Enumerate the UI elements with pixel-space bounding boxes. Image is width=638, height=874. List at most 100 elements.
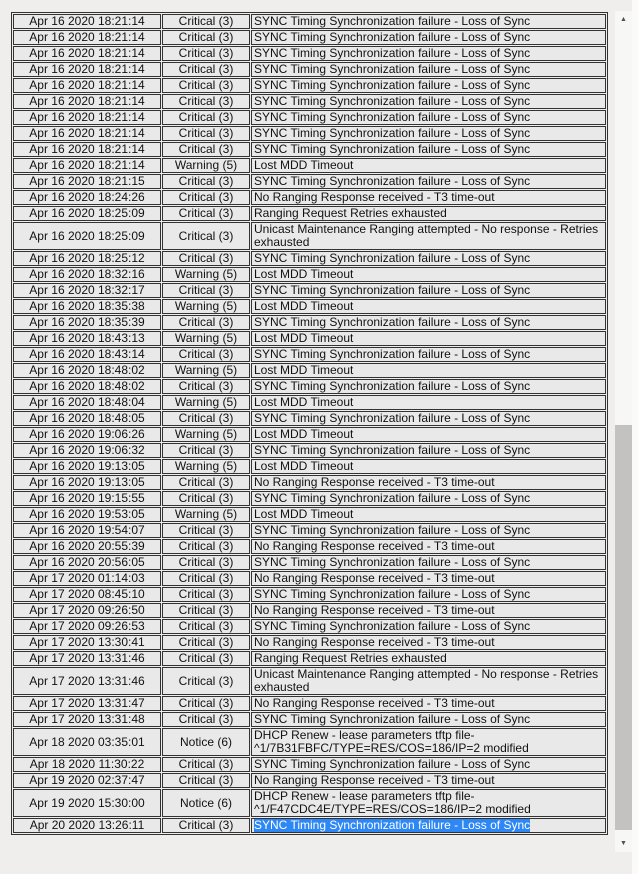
event-time-cell: Apr 16 2020 18:21:14 (13, 126, 161, 141)
event-description-cell: No Ranging Response received - T3 time-o… (251, 190, 606, 205)
event-description-cell: SYNC Timing Synchronization failure - Lo… (251, 62, 606, 77)
event-description-cell: Lost MDD Timeout (251, 158, 606, 173)
event-time-cell: Apr 16 2020 18:21:14 (13, 14, 161, 29)
event-description-cell: No Ranging Response received - T3 time-o… (251, 475, 606, 490)
event-time-cell: Apr 16 2020 18:43:13 (13, 331, 161, 346)
scrollbar-down-button[interactable]: ▼ (615, 835, 632, 852)
event-priority-cell: Critical (3) (162, 818, 250, 833)
event-time-cell: Apr 16 2020 18:25:12 (13, 251, 161, 266)
event-time-cell: Apr 17 2020 13:30:41 (13, 635, 161, 650)
event-time-cell: Apr 16 2020 19:06:26 (13, 427, 161, 442)
event-priority-cell: Critical (3) (162, 443, 250, 458)
event-description-cell: Lost MDD Timeout (251, 299, 606, 314)
event-description-cell: Lost MDD Timeout (251, 267, 606, 282)
event-time-cell: Apr 19 2020 02:37:47 (13, 773, 161, 788)
event-description-cell: SYNC Timing Synchronization failure - Lo… (251, 251, 606, 266)
event-description-cell: Lost MDD Timeout (251, 331, 606, 346)
event-priority-cell: Critical (3) (162, 523, 250, 538)
event-time-cell: Apr 16 2020 18:43:14 (13, 347, 161, 362)
event-description-cell: SYNC Timing Synchronization failure - Lo… (251, 283, 606, 298)
event-time-cell: Apr 16 2020 18:24:26 (13, 190, 161, 205)
event-priority-cell: Critical (3) (162, 142, 250, 157)
page-right-margin (632, 0, 638, 874)
table-row: Apr 16 2020 18:48:02 Warning (5) Lost MD… (13, 363, 606, 378)
event-time-cell: Apr 17 2020 13:31:46 (13, 651, 161, 666)
table-row: Apr 16 2020 18:43:14 Critical (3) SYNC T… (13, 347, 606, 362)
table-row: Apr 16 2020 18:21:14 Critical (3) SYNC T… (13, 30, 606, 45)
event-priority-cell: Critical (3) (162, 222, 250, 250)
table-row: Apr 17 2020 13:31:46 Critical (3) Rangin… (13, 651, 606, 666)
event-priority-cell: Warning (5) (162, 299, 250, 314)
table-row: Apr 19 2020 02:37:47 Critical (3) No Ran… (13, 773, 606, 788)
event-time-cell: Apr 17 2020 13:31:46 (13, 667, 161, 695)
event-description-cell: SYNC Timing Synchronization failure - Lo… (251, 818, 606, 833)
table-row: Apr 16 2020 18:48:04 Warning (5) Lost MD… (13, 395, 606, 410)
event-description-cell: No Ranging Response received - T3 time-o… (251, 571, 606, 586)
event-description-cell: Lost MDD Timeout (251, 459, 606, 474)
event-description-cell: SYNC Timing Synchronization failure - Lo… (251, 94, 606, 109)
event-time-cell: Apr 16 2020 20:55:39 (13, 539, 161, 554)
event-description-cell: SYNC Timing Synchronization failure - Lo… (251, 78, 606, 93)
event-time-cell: Apr 18 2020 03:35:01 (13, 728, 161, 756)
event-time-cell: Apr 16 2020 18:32:17 (13, 283, 161, 298)
event-description-cell: SYNC Timing Synchronization failure - Lo… (251, 315, 606, 330)
event-priority-cell: Critical (3) (162, 603, 250, 618)
event-description-cell: SYNC Timing Synchronization failure - Lo… (251, 411, 606, 426)
table-row: Apr 16 2020 18:21:14 Critical (3) SYNC T… (13, 126, 606, 141)
event-time-cell: Apr 17 2020 13:31:47 (13, 696, 161, 711)
event-time-cell: Apr 16 2020 18:25:09 (13, 206, 161, 221)
event-priority-cell: Critical (3) (162, 773, 250, 788)
event-priority-cell: Critical (3) (162, 347, 250, 362)
event-time-cell: Apr 17 2020 13:31:48 (13, 712, 161, 727)
event-priority-cell: Critical (3) (162, 206, 250, 221)
event-priority-cell: Critical (3) (162, 251, 250, 266)
event-description-cell: SYNC Timing Synchronization failure - Lo… (251, 555, 606, 570)
event-description-cell: SYNC Timing Synchronization failure - Lo… (251, 712, 606, 727)
event-time-cell: Apr 16 2020 18:21:14 (13, 142, 161, 157)
table-row: Apr 16 2020 18:21:14 Warning (5) Lost MD… (13, 158, 606, 173)
event-description-cell: No Ranging Response received - T3 time-o… (251, 539, 606, 554)
table-row: Apr 16 2020 18:21:14 Critical (3) SYNC T… (13, 94, 606, 109)
table-row: Apr 16 2020 18:48:05 Critical (3) SYNC T… (13, 411, 606, 426)
event-description-cell: No Ranging Response received - T3 time-o… (251, 603, 606, 618)
event-priority-cell: Warning (5) (162, 158, 250, 173)
vertical-scrollbar[interactable]: ▲ ▼ (615, 11, 632, 852)
scroll-down-arrow-icon: ▼ (620, 840, 627, 847)
scrollbar-up-button[interactable]: ▲ (615, 11, 632, 28)
table-row: Apr 16 2020 18:25:09 Critical (3) Unicas… (13, 222, 606, 250)
event-time-cell: Apr 16 2020 18:48:02 (13, 379, 161, 394)
table-row: Apr 16 2020 18:35:38 Warning (5) Lost MD… (13, 299, 606, 314)
event-description-cell: SYNC Timing Synchronization failure - Lo… (251, 491, 606, 506)
event-time-cell: Apr 17 2020 08:45:10 (13, 587, 161, 602)
table-row: Apr 17 2020 13:30:41 Critical (3) No Ran… (13, 635, 606, 650)
event-time-cell: Apr 16 2020 19:13:05 (13, 475, 161, 490)
event-time-cell: Apr 16 2020 20:56:05 (13, 555, 161, 570)
table-row: Apr 16 2020 19:54:07 Critical (3) SYNC T… (13, 523, 606, 538)
event-priority-cell: Critical (3) (162, 539, 250, 554)
event-time-cell: Apr 16 2020 18:21:14 (13, 62, 161, 77)
event-priority-cell: Warning (5) (162, 267, 250, 282)
event-priority-cell: Critical (3) (162, 174, 250, 189)
event-time-cell: Apr 16 2020 19:13:05 (13, 459, 161, 474)
table-row: Apr 16 2020 19:06:26 Warning (5) Lost MD… (13, 427, 606, 442)
table-row: Apr 16 2020 19:15:55 Critical (3) SYNC T… (13, 491, 606, 506)
event-priority-cell: Critical (3) (162, 651, 250, 666)
event-priority-cell: Critical (3) (162, 30, 250, 45)
event-description-cell: DHCP Renew - lease parameters tftp file-… (251, 789, 606, 817)
scrollbar-thumb[interactable] (615, 425, 632, 830)
event-priority-cell: Critical (3) (162, 110, 250, 125)
table-row: Apr 16 2020 18:21:14 Critical (3) SYNC T… (13, 14, 606, 29)
event-time-cell: Apr 16 2020 18:48:04 (13, 395, 161, 410)
table-row: Apr 16 2020 19:06:32 Critical (3) SYNC T… (13, 443, 606, 458)
table-row: Apr 17 2020 08:45:10 Critical (3) SYNC T… (13, 587, 606, 602)
event-time-cell: Apr 16 2020 18:35:38 (13, 299, 161, 314)
event-description-cell: SYNC Timing Synchronization failure - Lo… (251, 523, 606, 538)
table-row: Apr 16 2020 18:21:14 Critical (3) SYNC T… (13, 142, 606, 157)
event-priority-cell: Critical (3) (162, 46, 250, 61)
table-row: Apr 16 2020 18:21:15 Critical (3) SYNC T… (13, 174, 606, 189)
event-description-cell: SYNC Timing Synchronization failure - Lo… (251, 30, 606, 45)
event-time-cell: Apr 18 2020 11:30:22 (13, 757, 161, 772)
event-priority-cell: Critical (3) (162, 571, 250, 586)
event-priority-cell: Critical (3) (162, 475, 250, 490)
